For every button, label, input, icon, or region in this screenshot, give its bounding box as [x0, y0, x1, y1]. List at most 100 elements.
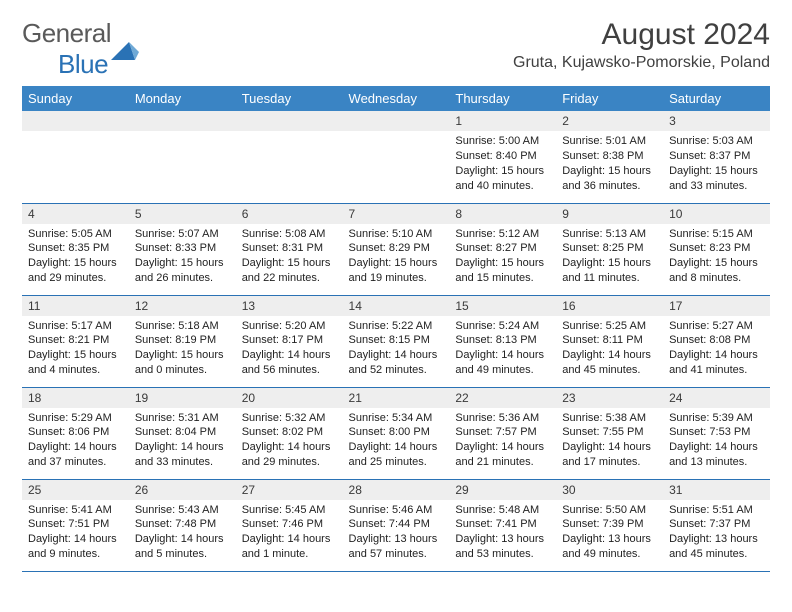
calendar-day-cell: 8Sunrise: 5:12 AMSunset: 8:27 PMDaylight… — [449, 203, 556, 295]
day-number: 12 — [129, 296, 236, 316]
day-details: Sunrise: 5:18 AMSunset: 8:19 PMDaylight:… — [129, 316, 236, 383]
day-number: 11 — [22, 296, 129, 316]
calendar-week-row: 4Sunrise: 5:05 AMSunset: 8:35 PMDaylight… — [22, 203, 770, 295]
calendar-week-row: 1Sunrise: 5:00 AMSunset: 8:40 PMDaylight… — [22, 111, 770, 203]
day-number: 29 — [449, 480, 556, 500]
calendar-day-cell — [236, 111, 343, 203]
day-number: 28 — [343, 480, 450, 500]
day-number: 17 — [663, 296, 770, 316]
calendar-day-cell: 14Sunrise: 5:22 AMSunset: 8:15 PMDayligh… — [343, 295, 450, 387]
brand-logo: General Blue — [22, 18, 141, 80]
day-details: Sunrise: 5:46 AMSunset: 7:44 PMDaylight:… — [343, 500, 450, 567]
day-number: 26 — [129, 480, 236, 500]
day-number: 25 — [22, 480, 129, 500]
calendar-day-cell: 26Sunrise: 5:43 AMSunset: 7:48 PMDayligh… — [129, 479, 236, 571]
day-details: Sunrise: 5:05 AMSunset: 8:35 PMDaylight:… — [22, 224, 129, 291]
day-details: Sunrise: 5:48 AMSunset: 7:41 PMDaylight:… — [449, 500, 556, 567]
day-details: Sunrise: 5:29 AMSunset: 8:06 PMDaylight:… — [22, 408, 129, 475]
day-number: 2 — [556, 111, 663, 131]
day-details: Sunrise: 5:27 AMSunset: 8:08 PMDaylight:… — [663, 316, 770, 383]
day-number: 27 — [236, 480, 343, 500]
calendar-week-row: 25Sunrise: 5:41 AMSunset: 7:51 PMDayligh… — [22, 479, 770, 571]
calendar-day-cell — [22, 111, 129, 203]
day-details: Sunrise: 5:10 AMSunset: 8:29 PMDaylight:… — [343, 224, 450, 291]
calendar-day-cell: 5Sunrise: 5:07 AMSunset: 8:33 PMDaylight… — [129, 203, 236, 295]
calendar-day-cell: 4Sunrise: 5:05 AMSunset: 8:35 PMDaylight… — [22, 203, 129, 295]
day-number: 7 — [343, 204, 450, 224]
day-details: Sunrise: 5:03 AMSunset: 8:37 PMDaylight:… — [663, 131, 770, 198]
day-number: 31 — [663, 480, 770, 500]
calendar-day-cell: 12Sunrise: 5:18 AMSunset: 8:19 PMDayligh… — [129, 295, 236, 387]
calendar-day-cell — [129, 111, 236, 203]
day-details: Sunrise: 5:24 AMSunset: 8:13 PMDaylight:… — [449, 316, 556, 383]
weekday-header: Tuesday — [236, 86, 343, 111]
calendar-day-cell: 31Sunrise: 5:51 AMSunset: 7:37 PMDayligh… — [663, 479, 770, 571]
calendar-day-cell: 11Sunrise: 5:17 AMSunset: 8:21 PMDayligh… — [22, 295, 129, 387]
day-details: Sunrise: 5:17 AMSunset: 8:21 PMDaylight:… — [22, 316, 129, 383]
day-details: Sunrise: 5:38 AMSunset: 7:55 PMDaylight:… — [556, 408, 663, 475]
calendar-day-cell: 28Sunrise: 5:46 AMSunset: 7:44 PMDayligh… — [343, 479, 450, 571]
calendar-day-cell: 24Sunrise: 5:39 AMSunset: 7:53 PMDayligh… — [663, 387, 770, 479]
day-details: Sunrise: 5:25 AMSunset: 8:11 PMDaylight:… — [556, 316, 663, 383]
calendar-day-cell: 10Sunrise: 5:15 AMSunset: 8:23 PMDayligh… — [663, 203, 770, 295]
calendar-day-cell: 29Sunrise: 5:48 AMSunset: 7:41 PMDayligh… — [449, 479, 556, 571]
calendar-day-cell: 16Sunrise: 5:25 AMSunset: 8:11 PMDayligh… — [556, 295, 663, 387]
calendar-day-cell: 21Sunrise: 5:34 AMSunset: 8:00 PMDayligh… — [343, 387, 450, 479]
brand-name-b: Blue — [58, 49, 108, 79]
calendar-day-cell: 25Sunrise: 5:41 AMSunset: 7:51 PMDayligh… — [22, 479, 129, 571]
calendar-day-cell: 18Sunrise: 5:29 AMSunset: 8:06 PMDayligh… — [22, 387, 129, 479]
day-details: Sunrise: 5:50 AMSunset: 7:39 PMDaylight:… — [556, 500, 663, 567]
weekday-header: Wednesday — [343, 86, 450, 111]
day-number: 18 — [22, 388, 129, 408]
day-details: Sunrise: 5:15 AMSunset: 8:23 PMDaylight:… — [663, 224, 770, 291]
day-details: Sunrise: 5:12 AMSunset: 8:27 PMDaylight:… — [449, 224, 556, 291]
weekday-header-row: Sunday Monday Tuesday Wednesday Thursday… — [22, 86, 770, 111]
day-details: Sunrise: 5:01 AMSunset: 8:38 PMDaylight:… — [556, 131, 663, 198]
day-details: Sunrise: 5:08 AMSunset: 8:31 PMDaylight:… — [236, 224, 343, 291]
calendar-day-cell: 9Sunrise: 5:13 AMSunset: 8:25 PMDaylight… — [556, 203, 663, 295]
calendar-day-cell: 13Sunrise: 5:20 AMSunset: 8:17 PMDayligh… — [236, 295, 343, 387]
calendar-week-row: 18Sunrise: 5:29 AMSunset: 8:06 PMDayligh… — [22, 387, 770, 479]
day-number: 4 — [22, 204, 129, 224]
title-block: August 2024 Gruta, Kujawsko-Pomorskie, P… — [513, 18, 770, 72]
day-number: 23 — [556, 388, 663, 408]
calendar-day-cell: 3Sunrise: 5:03 AMSunset: 8:37 PMDaylight… — [663, 111, 770, 203]
calendar-table: Sunday Monday Tuesday Wednesday Thursday… — [22, 86, 770, 572]
day-number: 30 — [556, 480, 663, 500]
weekday-header: Monday — [129, 86, 236, 111]
day-details: Sunrise: 5:41 AMSunset: 7:51 PMDaylight:… — [22, 500, 129, 567]
day-details: Sunrise: 5:45 AMSunset: 7:46 PMDaylight:… — [236, 500, 343, 567]
calendar-day-cell: 17Sunrise: 5:27 AMSunset: 8:08 PMDayligh… — [663, 295, 770, 387]
weekday-header: Sunday — [22, 86, 129, 111]
day-number: 1 — [449, 111, 556, 131]
calendar-day-cell: 19Sunrise: 5:31 AMSunset: 8:04 PMDayligh… — [129, 387, 236, 479]
calendar-day-cell: 22Sunrise: 5:36 AMSunset: 7:57 PMDayligh… — [449, 387, 556, 479]
location-subtitle: Gruta, Kujawsko-Pomorskie, Poland — [513, 54, 770, 72]
day-details: Sunrise: 5:07 AMSunset: 8:33 PMDaylight:… — [129, 224, 236, 291]
day-details: Sunrise: 5:39 AMSunset: 7:53 PMDaylight:… — [663, 408, 770, 475]
calendar-day-cell: 6Sunrise: 5:08 AMSunset: 8:31 PMDaylight… — [236, 203, 343, 295]
day-details: Sunrise: 5:00 AMSunset: 8:40 PMDaylight:… — [449, 131, 556, 198]
month-title: August 2024 — [513, 18, 770, 52]
day-number: 19 — [129, 388, 236, 408]
day-number: 3 — [663, 111, 770, 131]
day-details: Sunrise: 5:31 AMSunset: 8:04 PMDaylight:… — [129, 408, 236, 475]
day-details: Sunrise: 5:34 AMSunset: 8:00 PMDaylight:… — [343, 408, 450, 475]
brand-name-a: General — [22, 18, 111, 48]
day-number: 15 — [449, 296, 556, 316]
day-number: 8 — [449, 204, 556, 224]
header: General Blue August 2024 Gruta, Kujawsko… — [22, 18, 770, 80]
calendar-day-cell: 23Sunrise: 5:38 AMSunset: 7:55 PMDayligh… — [556, 387, 663, 479]
calendar-week-row: 11Sunrise: 5:17 AMSunset: 8:21 PMDayligh… — [22, 295, 770, 387]
day-number: 14 — [343, 296, 450, 316]
calendar-day-cell: 2Sunrise: 5:01 AMSunset: 8:38 PMDaylight… — [556, 111, 663, 203]
day-number: 22 — [449, 388, 556, 408]
calendar-day-cell: 20Sunrise: 5:32 AMSunset: 8:02 PMDayligh… — [236, 387, 343, 479]
day-number: 21 — [343, 388, 450, 408]
weekday-header: Thursday — [449, 86, 556, 111]
day-details: Sunrise: 5:36 AMSunset: 7:57 PMDaylight:… — [449, 408, 556, 475]
day-number: 13 — [236, 296, 343, 316]
day-details: Sunrise: 5:51 AMSunset: 7:37 PMDaylight:… — [663, 500, 770, 567]
day-number: 6 — [236, 204, 343, 224]
day-details: Sunrise: 5:20 AMSunset: 8:17 PMDaylight:… — [236, 316, 343, 383]
